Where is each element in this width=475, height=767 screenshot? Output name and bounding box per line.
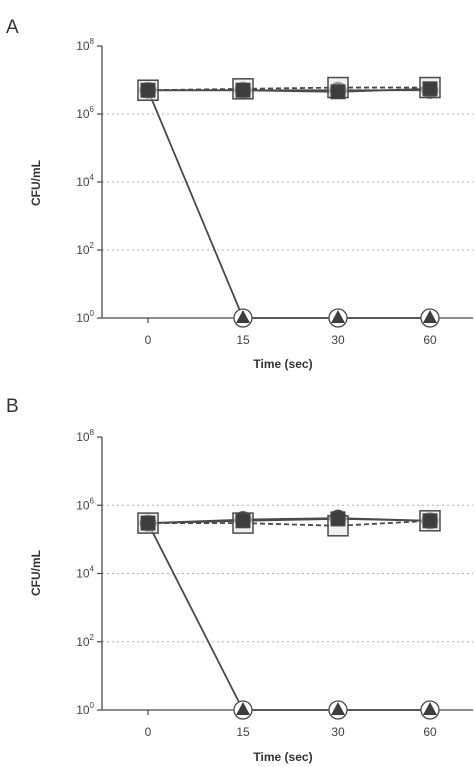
panel-letter-a: A xyxy=(6,17,19,38)
data-point-square xyxy=(330,511,346,527)
data-point-triangle xyxy=(331,310,345,323)
data-point-square xyxy=(140,515,156,531)
data-point-square xyxy=(330,84,346,100)
series-line-triangle xyxy=(147,89,430,319)
data-point-triangle xyxy=(331,702,345,715)
x-tick-label: 0 xyxy=(145,333,152,347)
data-point-triangle xyxy=(423,310,437,323)
y-tick-label: 106 xyxy=(76,105,94,121)
y-axis-label: CFU/mL xyxy=(29,160,43,206)
data-point-triangle xyxy=(236,310,250,323)
y-tick-label: 102 xyxy=(76,633,94,649)
series-line-square xyxy=(148,87,431,93)
y-tick-label: 100 xyxy=(76,701,94,717)
y-tick-label: 104 xyxy=(76,173,94,189)
y-tick-label: 104 xyxy=(76,565,94,581)
panel-b: B CFU/mL Time (sec) 100 102 104 106 108 0 15 30… xyxy=(6,396,473,764)
series-line-open-square xyxy=(147,86,430,92)
x-axis-label: Time (sec) xyxy=(253,750,312,764)
panel-letter-b: B xyxy=(6,396,19,417)
y-axis-label: CFU/mL xyxy=(29,550,43,596)
x-tick-label: 60 xyxy=(423,725,437,739)
x-tick-label: 30 xyxy=(331,333,345,347)
data-point-square xyxy=(235,513,251,529)
data-point-triangle xyxy=(423,702,437,715)
series-line-open-square xyxy=(148,519,431,527)
y-tick-label: 108 xyxy=(76,428,94,444)
x-tick-label: 15 xyxy=(236,333,250,347)
series-line-square xyxy=(147,517,431,524)
data-point-square xyxy=(140,82,156,98)
series-line-triangle xyxy=(147,522,430,711)
y-tick-label: 108 xyxy=(76,37,94,53)
data-point-triangle xyxy=(236,702,250,715)
data-point-square xyxy=(422,81,438,97)
y-tick-label: 106 xyxy=(76,496,94,512)
x-tick-label: 30 xyxy=(331,725,345,739)
x-axis-label: Time (sec) xyxy=(253,357,312,371)
y-tick-label: 100 xyxy=(76,309,94,325)
x-tick-label: 0 xyxy=(145,725,152,739)
y-tick-label: 102 xyxy=(76,241,94,257)
data-point-square xyxy=(422,513,438,529)
x-tick-label: 60 xyxy=(423,333,437,347)
x-tick-label: 15 xyxy=(236,725,250,739)
panel-a: A CFU/mL Time (sec) 100 102 104 106 108 0 15 30… xyxy=(6,17,473,371)
data-point-square xyxy=(235,82,251,98)
